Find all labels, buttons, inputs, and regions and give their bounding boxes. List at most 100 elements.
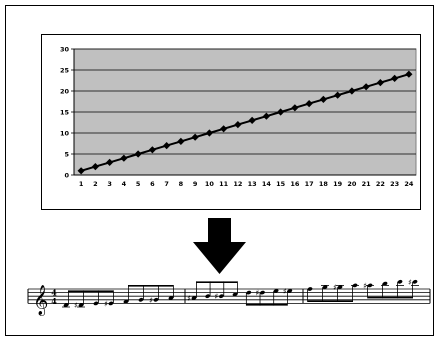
sharp-icon: ♯ bbox=[408, 278, 412, 287]
x-tick-label: 21 bbox=[362, 180, 372, 188]
x-tick-label: 7 bbox=[164, 180, 169, 188]
treble-clef-icon: 𝄞 bbox=[33, 284, 48, 316]
data-point bbox=[106, 158, 114, 166]
data-point bbox=[148, 146, 156, 154]
y-tick-label: 30 bbox=[60, 46, 70, 54]
y-tick-label: 25 bbox=[60, 67, 70, 75]
note-head bbox=[259, 290, 265, 295]
data-point bbox=[120, 154, 128, 162]
x-tick-label: 13 bbox=[248, 180, 257, 188]
y-tick-label: 20 bbox=[60, 88, 70, 96]
note-head bbox=[397, 279, 403, 284]
sharp-icon: ♯ bbox=[333, 283, 337, 292]
note-head bbox=[63, 303, 69, 308]
time-signature-bottom: 4 bbox=[51, 296, 57, 306]
beam bbox=[68, 290, 114, 292]
sharp-icon: ♯ bbox=[104, 299, 108, 308]
note-head bbox=[337, 285, 343, 290]
data-point bbox=[405, 70, 413, 78]
x-tick-label: 18 bbox=[319, 180, 329, 188]
note-head bbox=[273, 288, 279, 293]
note-head bbox=[123, 299, 129, 304]
sharp-icon: ♯ bbox=[149, 296, 153, 305]
y-tick-label: 10 bbox=[60, 130, 70, 138]
data-point bbox=[305, 100, 313, 108]
note-head bbox=[78, 303, 84, 308]
beam bbox=[307, 300, 353, 302]
note-head bbox=[322, 285, 328, 290]
y-tick-label: 15 bbox=[60, 109, 70, 117]
data-point bbox=[134, 150, 142, 158]
down-arrow-shape bbox=[193, 218, 246, 274]
beam bbox=[246, 304, 288, 306]
sharp-icon: ♯ bbox=[255, 289, 259, 298]
data-point bbox=[277, 108, 285, 116]
x-tick-label: 12 bbox=[233, 180, 242, 188]
data-point bbox=[334, 91, 342, 99]
sharp-icon: ♯ bbox=[187, 294, 191, 303]
note-head bbox=[287, 288, 293, 293]
note-head bbox=[412, 279, 418, 284]
x-tick-label: 10 bbox=[205, 180, 215, 188]
data-point bbox=[220, 125, 228, 133]
beam bbox=[367, 296, 413, 299]
sharp-icon: ♯ bbox=[214, 292, 218, 301]
x-tick-label: 6 bbox=[150, 180, 155, 188]
x-tick-label: 14 bbox=[262, 180, 272, 188]
note-head bbox=[205, 294, 211, 299]
data-point bbox=[391, 74, 399, 82]
x-tick-label: 19 bbox=[333, 180, 343, 188]
x-tick-label: 2 bbox=[93, 180, 98, 188]
x-tick-label: 8 bbox=[179, 180, 184, 188]
beam bbox=[196, 281, 238, 283]
x-tick-label: 15 bbox=[276, 180, 286, 188]
beam bbox=[128, 285, 174, 287]
y-tick-label: 0 bbox=[64, 172, 69, 180]
line-chart: 0 5 10 15 20 25 30 1 2 3 4 5 6 7 8 9 10 11 12 13 14 15 16 17 18 1… bbox=[41, 34, 421, 210]
x-tick-label: 20 bbox=[347, 180, 357, 188]
note-head bbox=[108, 301, 114, 306]
data-point bbox=[362, 83, 370, 91]
data-point bbox=[291, 104, 299, 112]
note-head bbox=[307, 287, 313, 291]
note-head bbox=[246, 290, 252, 295]
x-tick-label: 5 bbox=[136, 180, 141, 188]
data-point bbox=[376, 79, 384, 87]
x-tick-label: 3 bbox=[107, 180, 112, 188]
x-tick-label: 4 bbox=[122, 180, 127, 188]
note-head bbox=[153, 297, 159, 302]
data-point bbox=[319, 95, 327, 103]
x-tick-label: 16 bbox=[290, 180, 300, 188]
data-point bbox=[348, 87, 356, 95]
data-point bbox=[177, 137, 185, 145]
figure-frame: 0 5 10 15 20 25 30 1 2 3 4 5 6 7 8 9 10 11 12 13 14 15 16 17 18 1… bbox=[5, 5, 434, 336]
note-head bbox=[218, 294, 224, 299]
data-point bbox=[248, 116, 256, 124]
data-point bbox=[191, 133, 199, 141]
x-tick-label: 22 bbox=[376, 180, 385, 188]
note-head bbox=[382, 281, 388, 286]
note-head bbox=[232, 292, 238, 297]
sharp-icon: ♯ bbox=[283, 287, 287, 296]
data-point bbox=[163, 142, 171, 150]
data-point bbox=[262, 112, 270, 120]
note-head bbox=[168, 296, 174, 300]
x-tick-label: 11 bbox=[219, 180, 229, 188]
data-point bbox=[205, 129, 213, 137]
note-head bbox=[191, 296, 197, 300]
note-head bbox=[138, 297, 144, 302]
time-signature-top: 4 bbox=[51, 288, 57, 298]
y-tick-label: 5 bbox=[64, 151, 69, 159]
sharp-icon: ♯ bbox=[74, 301, 78, 310]
x-tick-label: 9 bbox=[193, 180, 198, 188]
data-point bbox=[234, 121, 242, 129]
note-head bbox=[93, 301, 99, 306]
x-tick-label: 24 bbox=[404, 180, 414, 188]
x-tick-label: 1 bbox=[79, 180, 84, 188]
x-tick-label: 23 bbox=[390, 180, 399, 188]
sharp-icon: ♯ bbox=[363, 281, 367, 290]
x-tick-label: 17 bbox=[305, 180, 314, 188]
